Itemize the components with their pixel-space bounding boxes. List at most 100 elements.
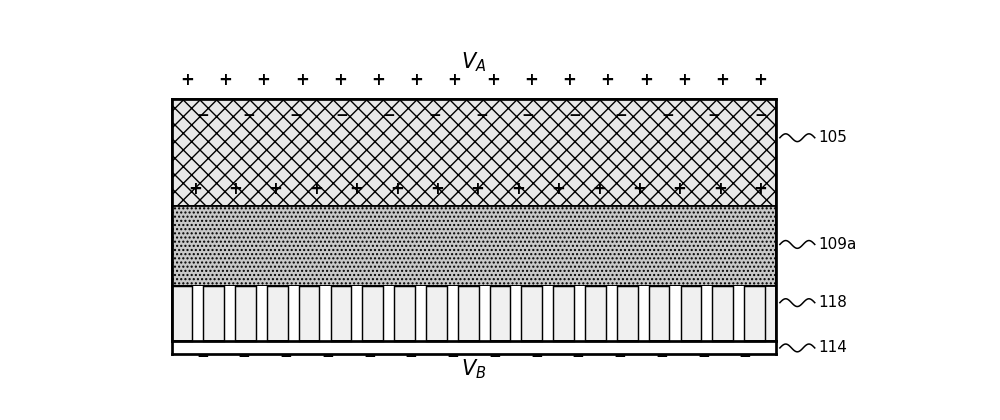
Text: −: − bbox=[243, 108, 255, 123]
Text: +: + bbox=[511, 181, 525, 199]
Bar bbox=[510, 286, 521, 341]
Bar bbox=[172, 206, 776, 286]
Bar bbox=[172, 99, 776, 206]
Text: −: − bbox=[363, 349, 376, 364]
Text: +: + bbox=[430, 181, 444, 199]
Bar bbox=[447, 286, 458, 341]
Bar bbox=[224, 286, 235, 341]
Bar bbox=[288, 286, 299, 341]
Text: +: + bbox=[333, 71, 347, 89]
Text: +: + bbox=[601, 71, 615, 89]
Bar bbox=[681, 286, 701, 341]
Text: +: + bbox=[218, 71, 232, 89]
Text: 118: 118 bbox=[819, 295, 848, 310]
Bar bbox=[235, 286, 256, 341]
Bar bbox=[490, 286, 510, 341]
Text: −: − bbox=[196, 349, 209, 364]
Text: −: − bbox=[382, 108, 395, 123]
Text: −: − bbox=[522, 108, 534, 123]
Bar bbox=[351, 286, 362, 341]
Text: +: + bbox=[486, 71, 500, 89]
Text: +: + bbox=[269, 181, 283, 199]
Bar bbox=[606, 286, 617, 341]
Text: −: − bbox=[708, 108, 720, 123]
Bar bbox=[362, 286, 383, 341]
Bar bbox=[638, 286, 649, 341]
Text: +: + bbox=[390, 181, 404, 199]
Text: −: − bbox=[530, 349, 543, 364]
Text: +: + bbox=[754, 71, 767, 89]
Text: −: − bbox=[280, 349, 292, 364]
Text: −: − bbox=[447, 349, 459, 364]
Text: 109a: 109a bbox=[819, 237, 857, 252]
Text: +: + bbox=[715, 71, 729, 89]
Text: +: + bbox=[188, 181, 202, 199]
Text: +: + bbox=[409, 71, 423, 89]
Text: −: − bbox=[429, 108, 441, 123]
Text: +: + bbox=[639, 71, 653, 89]
Text: −: − bbox=[697, 349, 710, 364]
Text: −: − bbox=[568, 108, 581, 123]
Bar bbox=[553, 286, 574, 341]
Text: −: − bbox=[739, 349, 751, 364]
Bar bbox=[669, 286, 681, 341]
Text: −: − bbox=[336, 108, 348, 123]
Text: 114: 114 bbox=[819, 341, 848, 355]
Text: +: + bbox=[754, 181, 767, 199]
Text: +: + bbox=[180, 71, 194, 89]
Text: −: − bbox=[613, 349, 626, 364]
Text: +: + bbox=[228, 181, 242, 199]
Text: −: − bbox=[475, 108, 488, 123]
Text: +: + bbox=[524, 71, 538, 89]
Text: +: + bbox=[592, 181, 606, 199]
Bar bbox=[479, 286, 490, 341]
Text: +: + bbox=[552, 181, 565, 199]
Bar bbox=[649, 286, 669, 341]
Text: −: − bbox=[655, 349, 668, 364]
Text: −: − bbox=[289, 108, 302, 123]
Text: +: + bbox=[471, 181, 485, 199]
Bar bbox=[172, 286, 192, 341]
Bar bbox=[331, 286, 351, 341]
Text: +: + bbox=[257, 71, 270, 89]
Bar bbox=[319, 286, 331, 341]
Bar bbox=[394, 286, 415, 341]
Bar bbox=[383, 286, 394, 341]
Text: +: + bbox=[349, 181, 363, 199]
Bar bbox=[172, 286, 776, 341]
Text: +: + bbox=[309, 181, 323, 199]
Bar bbox=[203, 286, 224, 341]
Bar bbox=[701, 286, 712, 341]
Bar bbox=[712, 286, 733, 341]
Bar bbox=[733, 286, 744, 341]
Bar bbox=[267, 286, 288, 341]
Text: $V_A$: $V_A$ bbox=[461, 50, 486, 74]
Bar bbox=[299, 286, 319, 341]
Text: +: + bbox=[448, 71, 462, 89]
Text: +: + bbox=[677, 71, 691, 89]
Text: +: + bbox=[295, 71, 309, 89]
Text: 105: 105 bbox=[819, 130, 848, 145]
Bar bbox=[426, 286, 447, 341]
Bar bbox=[585, 286, 606, 341]
Text: +: + bbox=[713, 181, 727, 199]
Text: −: − bbox=[615, 108, 627, 123]
Text: −: − bbox=[661, 108, 674, 123]
Text: −: − bbox=[238, 349, 251, 364]
Bar bbox=[458, 286, 479, 341]
Text: −: − bbox=[488, 349, 501, 364]
Text: $V_B$: $V_B$ bbox=[461, 357, 486, 381]
Text: +: + bbox=[562, 71, 576, 89]
Text: +: + bbox=[632, 181, 646, 199]
Text: +: + bbox=[371, 71, 385, 89]
Text: −: − bbox=[405, 349, 418, 364]
Bar bbox=[574, 286, 585, 341]
Text: −: − bbox=[572, 349, 584, 364]
Text: +: + bbox=[673, 181, 687, 199]
Bar bbox=[617, 286, 638, 341]
Bar bbox=[744, 286, 765, 341]
Bar bbox=[415, 286, 426, 341]
Bar bbox=[192, 286, 203, 341]
Bar bbox=[521, 286, 542, 341]
Bar bbox=[256, 286, 267, 341]
